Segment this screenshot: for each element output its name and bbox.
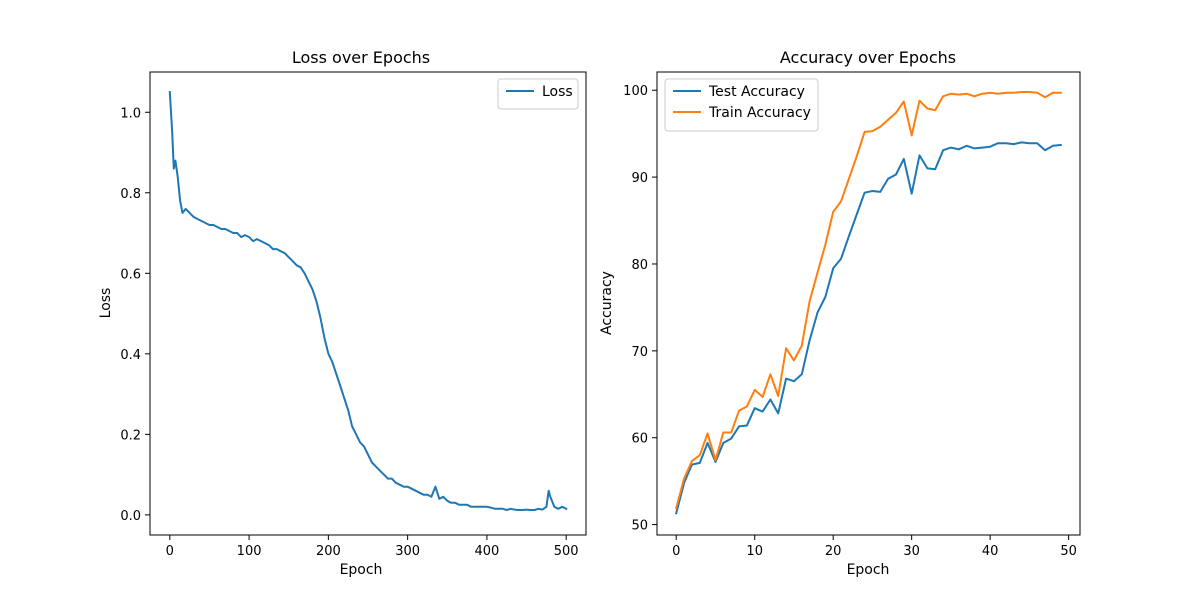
accuracy-x-tick-label: 30 (903, 544, 920, 559)
accuracy-plot-area (674, 91, 1062, 515)
accuracy-x-ticks: 0 10 20 30 40 50 (672, 535, 1077, 559)
loss-x-ticks: 0 100 200 300 400 500 (166, 535, 579, 559)
loss-x-tick-label: 100 (237, 544, 262, 559)
loss-x-tick-label: 0 (166, 544, 174, 559)
accuracy-y-tick-label: 90 (631, 171, 648, 186)
accuracy-legend-box (664, 78, 819, 132)
accuracy-legend-label-train-accuracy: Train Accuracy (708, 105, 811, 121)
loss-x-tick-label: 500 (554, 544, 579, 559)
accuracy-y-tick-label: 70 (631, 345, 648, 360)
accuracy-x-tick-label: 40 (982, 544, 999, 559)
loss-plot-area (168, 91, 568, 511)
accuracy-series-test-accuracy (674, 141, 1062, 515)
accuracy-x-tick-label: 50 (1060, 544, 1077, 559)
loss-legend-box (497, 78, 579, 110)
loss-chart: Loss over Epochs 0 100 200 300 400 500 0.0 0.2… (98, 48, 587, 578)
accuracy-legend: Test Accuracy Train Accuracy (664, 78, 819, 132)
accuracy-y-axis-label: Accuracy (599, 271, 615, 335)
accuracy-chart-title: Accuracy over Epochs (780, 48, 956, 67)
loss-legend: Loss (497, 78, 579, 110)
loss-y-tick-label: 0.2 (120, 428, 141, 443)
accuracy-x-tick-label: 20 (825, 544, 842, 559)
accuracy-x-tick-label: 0 (672, 544, 680, 559)
accuracy-y-tick-label: 100 (623, 84, 648, 99)
accuracy-axes-frame (656, 71, 1081, 536)
loss-y-tick-label: 1.0 (120, 106, 141, 121)
loss-x-tick-label: 200 (316, 544, 341, 559)
loss-x-tick-label: 300 (395, 544, 420, 559)
loss-y-tick-label: 0.6 (120, 267, 141, 282)
loss-x-tick-label: 400 (474, 544, 499, 559)
loss-series-loss (168, 91, 568, 511)
accuracy-series-train-accuracy (674, 91, 1062, 510)
accuracy-chart: Accuracy over Epochs 0 10 20 30 40 50 50 60 70 8… (599, 48, 1081, 578)
accuracy-y-ticks: 50 60 70 80 90 100 (623, 84, 657, 534)
accuracy-y-tick-label: 60 (631, 432, 648, 447)
loss-y-tick-label: 0.4 (120, 348, 141, 363)
accuracy-legend-label-test-accuracy: Test Accuracy (708, 84, 805, 100)
accuracy-x-axis-label: Epoch (847, 562, 890, 578)
loss-chart-title: Loss over Epochs (292, 48, 430, 67)
accuracy-x-tick-label: 10 (746, 544, 763, 559)
loss-y-axis-label: Loss (98, 288, 114, 319)
loss-x-axis-label: Epoch (340, 562, 383, 578)
loss-y-tick-label: 0.0 (120, 509, 141, 524)
accuracy-y-tick-label: 50 (631, 519, 648, 534)
loss-axes-frame (149, 71, 587, 536)
accuracy-y-tick-label: 80 (631, 258, 648, 273)
loss-legend-label-loss: Loss (542, 84, 573, 100)
loss-y-tick-label: 0.8 (120, 187, 141, 202)
loss-y-ticks: 0.0 0.2 0.4 0.6 0.8 1.0 (120, 106, 150, 524)
